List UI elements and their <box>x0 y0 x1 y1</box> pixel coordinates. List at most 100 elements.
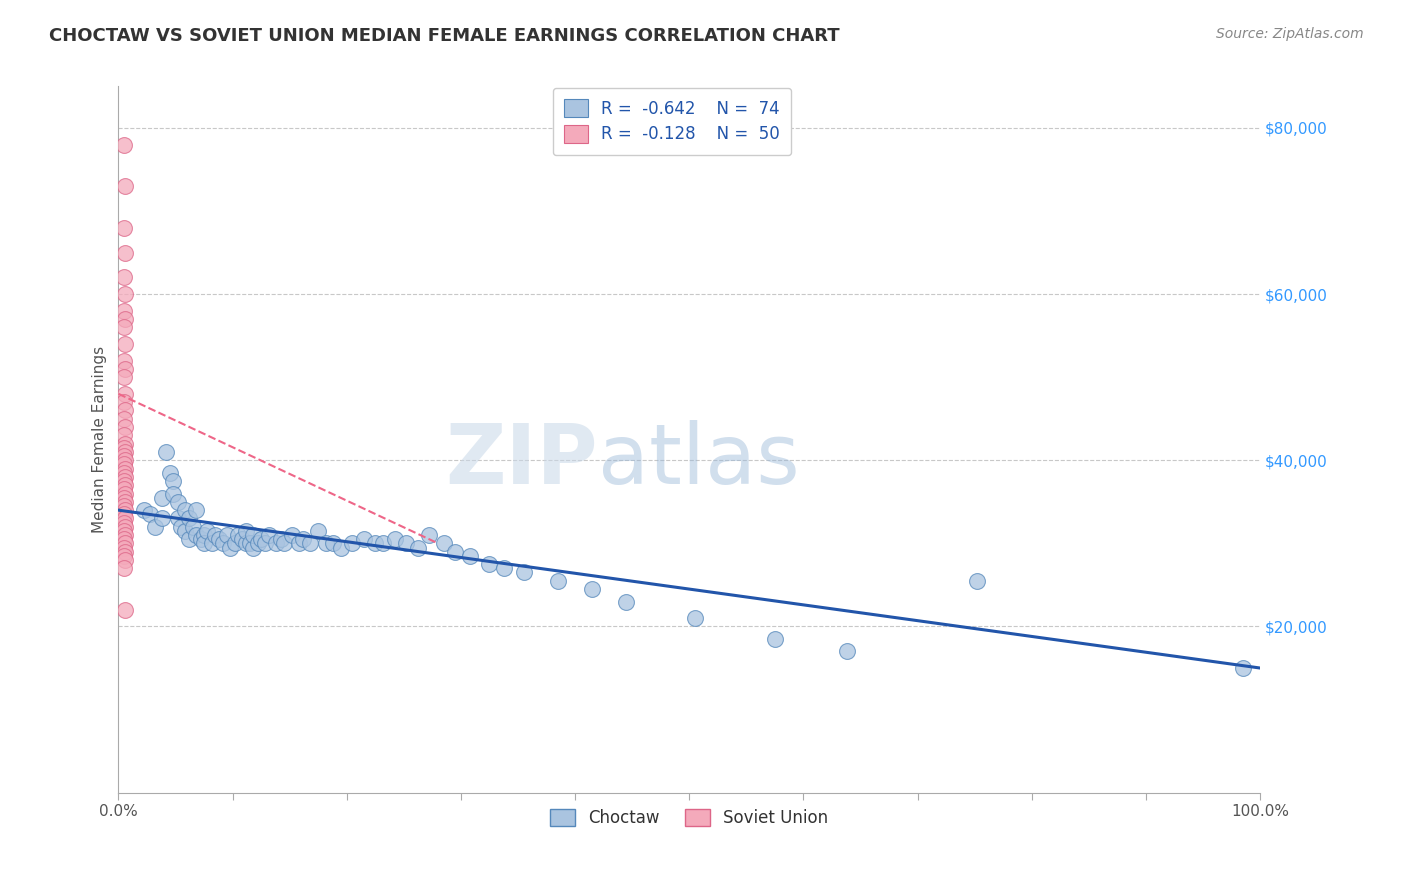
Point <box>114 528 136 542</box>
Point <box>112 516 135 530</box>
Point <box>114 420 136 434</box>
Point <box>264 536 287 550</box>
Point <box>112 533 135 547</box>
Text: ZIP: ZIP <box>446 420 598 501</box>
Point <box>112 411 135 425</box>
Point <box>212 536 235 550</box>
Point <box>166 511 188 525</box>
Point <box>253 536 276 550</box>
Point <box>114 453 136 467</box>
Point <box>433 536 456 550</box>
Point <box>547 574 569 588</box>
Point <box>190 533 212 547</box>
Point <box>114 245 136 260</box>
Point <box>494 561 516 575</box>
Point <box>114 553 136 567</box>
Point <box>162 474 184 488</box>
Point <box>114 478 136 492</box>
Point <box>204 528 226 542</box>
Point <box>242 528 264 542</box>
Point <box>155 445 177 459</box>
Point <box>242 541 264 555</box>
Point <box>835 644 858 658</box>
Point <box>162 486 184 500</box>
Point <box>112 541 135 555</box>
Point <box>112 320 135 334</box>
Point <box>257 528 280 542</box>
Point <box>114 287 136 301</box>
Point <box>353 533 375 547</box>
Point <box>581 582 603 596</box>
Point <box>112 499 135 513</box>
Point <box>179 533 201 547</box>
Point <box>330 541 353 555</box>
Point <box>114 486 136 500</box>
Point <box>444 544 467 558</box>
Point <box>231 533 253 547</box>
Point <box>173 503 195 517</box>
Point <box>114 495 136 509</box>
Point <box>235 536 257 550</box>
Point <box>112 353 135 368</box>
Point <box>384 533 406 547</box>
Point <box>208 533 231 547</box>
Point <box>193 528 215 542</box>
Point <box>112 524 135 538</box>
Point <box>322 536 344 550</box>
Point <box>114 337 136 351</box>
Point <box>246 536 269 550</box>
Point <box>159 466 181 480</box>
Text: atlas: atlas <box>598 420 800 501</box>
Point <box>418 528 440 542</box>
Point <box>132 503 155 517</box>
Point <box>342 536 364 550</box>
Point <box>512 566 534 580</box>
Point <box>683 611 706 625</box>
Point <box>219 541 242 555</box>
Point <box>112 466 135 480</box>
Point <box>112 395 135 409</box>
Point <box>181 520 204 534</box>
Point <box>458 549 481 563</box>
Point <box>273 536 295 550</box>
Point <box>114 362 136 376</box>
Point <box>114 511 136 525</box>
Text: Source: ZipAtlas.com: Source: ZipAtlas.com <box>1216 27 1364 41</box>
Point <box>112 508 135 522</box>
Point <box>406 541 429 555</box>
Point <box>114 436 136 450</box>
Point <box>143 520 166 534</box>
Point <box>114 179 136 194</box>
Point <box>114 536 136 550</box>
Point <box>139 508 162 522</box>
Point <box>307 524 329 538</box>
Point <box>364 536 387 550</box>
Point <box>763 632 786 646</box>
Point <box>184 503 207 517</box>
Point <box>112 137 135 152</box>
Point <box>299 536 322 550</box>
Point <box>114 386 136 401</box>
Point <box>395 536 418 550</box>
Point <box>235 524 257 538</box>
Legend: Choctaw, Soviet Union: Choctaw, Soviet Union <box>543 802 835 834</box>
Point <box>288 536 311 550</box>
Point <box>114 470 136 484</box>
Point <box>114 603 136 617</box>
Point <box>112 458 135 472</box>
Point <box>966 574 988 588</box>
Point <box>114 461 136 475</box>
Point <box>112 270 135 285</box>
Point <box>281 528 304 542</box>
Point <box>112 303 135 318</box>
Point <box>173 524 195 538</box>
Point <box>1232 661 1254 675</box>
Point <box>166 495 188 509</box>
Point <box>114 445 136 459</box>
Point <box>478 557 501 571</box>
Point <box>114 503 136 517</box>
Point <box>616 594 638 608</box>
Text: CHOCTAW VS SOVIET UNION MEDIAN FEMALE EARNINGS CORRELATION CHART: CHOCTAW VS SOVIET UNION MEDIAN FEMALE EA… <box>49 27 839 45</box>
Point <box>184 528 207 542</box>
Point <box>112 561 135 575</box>
